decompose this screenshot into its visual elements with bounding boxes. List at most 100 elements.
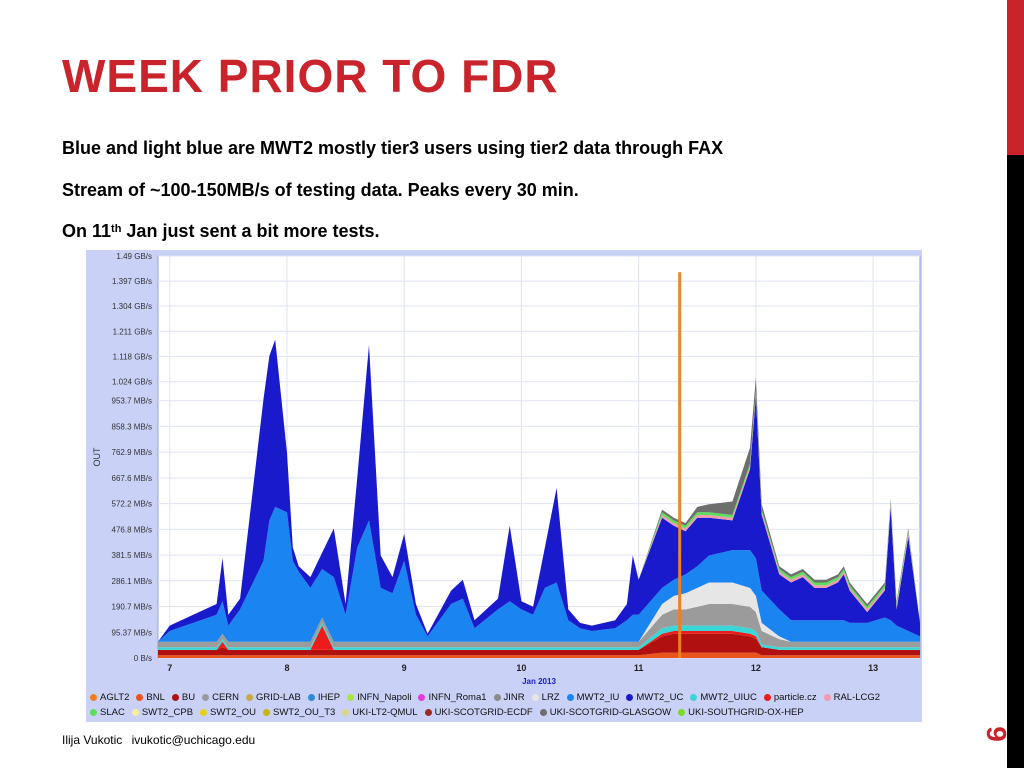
legend-label: UKI-LT2-QMUL — [352, 707, 418, 718]
legend-item: AGLT2 — [90, 690, 129, 705]
legend-label: GRID-LAB — [256, 692, 301, 703]
legend-item: SWT2_OU_T3 — [262, 705, 336, 720]
x-tick-label: 10 — [516, 663, 526, 673]
y-tick-label: 1.304 GB/s — [112, 302, 152, 311]
series-area-cern — [158, 604, 920, 648]
legend-item: SWT2_CPB — [131, 705, 194, 720]
legend-label: INFN_Napoli — [357, 692, 412, 703]
legend-item: SWT2_OU — [200, 705, 256, 720]
legend-label: MWT2_IU — [576, 692, 620, 703]
legend-item: MWT2_IU — [566, 690, 620, 705]
legend-item: UKI-LT2-QMUL — [342, 705, 418, 720]
chart-legend: AGLT2 BNL BU CERN GRID-LAB IHEP INFN_Napoli INF… — [90, 690, 920, 720]
legend-item: JINR — [493, 690, 525, 705]
series-area-mwt2-uiuc — [158, 622, 920, 650]
legend-swatch — [171, 693, 179, 701]
y-tick-label: 1.397 GB/s — [112, 277, 152, 286]
transfer-chart-svg: 0 B/s 95.37 MB/s 190.7 MB/s 286.1 MB/s 381.5… — [92, 252, 921, 686]
legend-label: SWT2_CPB — [141, 707, 194, 718]
legend-item: BNL — [136, 690, 165, 705]
legend-swatch — [262, 708, 270, 716]
x-tick-label: 7 — [167, 663, 172, 673]
legend-label: RAL-LCG2 — [833, 692, 881, 703]
legend-label: UKI-SOUTHGRID-OX-HEP — [688, 707, 804, 718]
legend-swatch — [418, 693, 426, 701]
legend-label: MWT2_UC — [636, 692, 684, 703]
y-tick-label: 1.211 GB/s — [113, 327, 152, 336]
legend-label: SLAC — [100, 707, 125, 718]
legend-swatch — [823, 693, 831, 701]
y-tick-label: 667.6 MB/s — [112, 474, 152, 483]
legend-swatch — [307, 693, 315, 701]
legend-swatch — [424, 708, 432, 716]
legend-swatch — [493, 693, 501, 701]
legend-item: particle.cz — [763, 690, 817, 705]
legend-label: CERN — [212, 692, 239, 703]
legend-item: LRZ — [531, 690, 560, 705]
legend-swatch — [763, 693, 771, 701]
legend-label: UKI-SCOTGRID-GLASGOW — [549, 707, 672, 718]
legend-swatch — [202, 693, 210, 701]
legend-swatch — [200, 708, 208, 716]
legend-item: UKI-SCOTGRID-ECDF — [424, 705, 533, 720]
legend-label: SWT2_OU_T3 — [272, 707, 336, 718]
legend-item: CERN — [202, 690, 239, 705]
y-tick-label: 286.1 MB/s — [112, 577, 152, 586]
bullet-jan-11-suffix: Jan just sent a bit more tests. — [121, 221, 380, 241]
y-tick-label: 953.7 MB/s — [112, 397, 152, 406]
legend-swatch — [626, 693, 634, 701]
x-tick-label: 11 — [634, 663, 644, 673]
footer-author: Ilija Vukotic — [62, 733, 123, 747]
legend-label: BU — [181, 692, 196, 703]
legend-item: INFN_Roma1 — [418, 690, 487, 705]
series-area-mwt2-iu — [158, 506, 920, 642]
x-axis-label: Jan 2013 — [522, 677, 556, 686]
x-tick-label: 12 — [751, 663, 761, 673]
series-area-mwt2-uc — [158, 339, 920, 642]
y-tick-label: 476.8 MB/s — [112, 525, 152, 534]
legend-swatch — [531, 693, 539, 701]
legend-label: UKI-SCOTGRID-ECDF — [434, 707, 533, 718]
legend-swatch — [136, 693, 144, 701]
series-spike-overlay — [679, 272, 681, 558]
slide-title: WEEK PRIOR TO FDR — [62, 50, 559, 102]
legend-swatch — [90, 693, 97, 701]
legend-swatch — [539, 708, 547, 716]
legend-item: BU — [171, 690, 196, 705]
y-tick-label: 381.5 MB/s — [112, 551, 152, 560]
footer: Ilija Vukotic ivukotic@uchicago.edu — [62, 733, 261, 747]
legend-swatch — [347, 693, 355, 701]
legend-label: JINR — [503, 692, 525, 703]
legend-label: particle.cz — [773, 692, 817, 703]
transfer-chart: 0 B/s 95.37 MB/s 190.7 MB/s 286.1 MB/s 381.5… — [86, 250, 922, 722]
x-tick-label: 9 — [402, 663, 407, 673]
slide-number: 9 — [981, 726, 1012, 742]
bullet-jan-11-prefix: On 11 — [62, 221, 112, 241]
legend-item: INFN_Napoli — [347, 690, 411, 705]
y-tick-label: 1.49 GB/s — [116, 252, 152, 261]
legend-swatch — [566, 693, 574, 701]
legend-swatch — [678, 708, 686, 716]
legend-label: IHEP — [317, 692, 341, 703]
x-tick-label: 8 — [284, 663, 289, 673]
y-tick-label: 1.024 GB/s — [112, 378, 152, 387]
y-tick-label: 190.7 MB/s — [112, 603, 152, 612]
x-tick-label: 13 — [868, 663, 878, 673]
y-tick-label: 1.118 GB/s — [113, 352, 152, 361]
y-tick-label: 0 B/s — [134, 654, 152, 663]
legend-label: INFN_Roma1 — [428, 692, 487, 703]
sidebar-accent-red — [1007, 0, 1024, 155]
series-area-lrz — [158, 582, 920, 642]
legend-swatch — [690, 693, 698, 701]
y-tick-label: 95.37 MB/s — [112, 628, 152, 637]
y-tick-label: 762.9 MB/s — [112, 448, 152, 457]
legend-swatch — [246, 693, 253, 701]
legend-item: IHEP — [307, 690, 341, 705]
series-area-particle-cz — [158, 625, 920, 650]
bullet-jan-11-ordinal: th — [111, 223, 122, 235]
sidebar-accent-black — [1007, 155, 1024, 768]
legend-swatch — [90, 708, 97, 716]
legend-label: MWT2_UIUC — [700, 692, 757, 703]
y-tick-label: 572.2 MB/s — [112, 500, 152, 509]
legend-item: MWT2_UIUC — [690, 690, 757, 705]
